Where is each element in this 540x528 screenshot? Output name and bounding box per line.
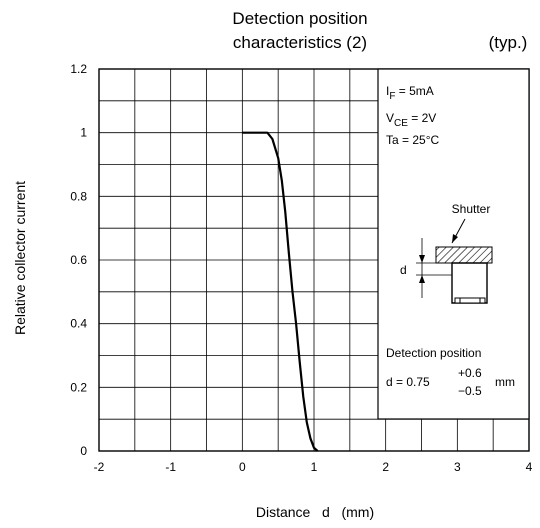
y-tick-label: 0 — [80, 444, 87, 458]
detection-title: Detection position — [386, 346, 481, 360]
chart-subtitle: (typ.) — [489, 33, 528, 52]
shutter-shape — [435, 246, 493, 264]
dim-arrow-top — [419, 255, 425, 263]
chart-title-line1: Detection position — [232, 9, 367, 28]
sensor-body — [451, 262, 488, 304]
series-line — [242, 131, 319, 452]
x-tick-label: 0 — [239, 460, 246, 474]
condition-vce: VCE = 2V — [386, 111, 436, 129]
condition-ta: Ta = 25°C — [386, 133, 439, 147]
x-tick-label: 1 — [311, 460, 318, 474]
tick-labels: -2 -1 0 1 2 3 4 0 0.2 0.4 0.6 0.8 1 1.2 — [70, 62, 532, 474]
x-tick-label: 3 — [454, 460, 461, 474]
dim-arrow-bottom — [419, 275, 425, 283]
detection-tol-minus: −0.5 — [458, 384, 482, 398]
y-tick-label: 0.6 — [70, 253, 87, 267]
y-tick-label: 1.2 — [70, 62, 87, 76]
y-tick-label: 1 — [80, 126, 87, 140]
condition-if: IF = 5mA — [386, 84, 434, 102]
x-tick-label: -2 — [94, 460, 105, 474]
detection-tol-plus: +0.6 — [458, 366, 482, 380]
x-tick-label: 4 — [526, 460, 533, 474]
condition-box — [377, 68, 530, 420]
x-tick-label: 2 — [382, 460, 389, 474]
series-group — [242, 131, 319, 452]
y-tick-label: 0.4 — [70, 317, 87, 331]
shutter-label: Shutter — [452, 202, 491, 216]
y-tick-label: 0.2 — [70, 380, 87, 394]
detection-value: d = 0.75 — [386, 375, 430, 389]
y-tick-label: 0.8 — [70, 189, 87, 203]
x-axis-label: Distance d (mm) — [256, 504, 374, 520]
detection-unit: mm — [495, 375, 515, 389]
x-tick-label: -1 — [165, 460, 176, 474]
y-axis-label: Relative collector current — [12, 181, 28, 335]
shutter-arrow-head — [452, 234, 458, 243]
chart-title-line2: characteristics (2) — [233, 33, 367, 52]
dim-d-label: d — [400, 263, 407, 277]
sensor-base — [454, 297, 486, 304]
